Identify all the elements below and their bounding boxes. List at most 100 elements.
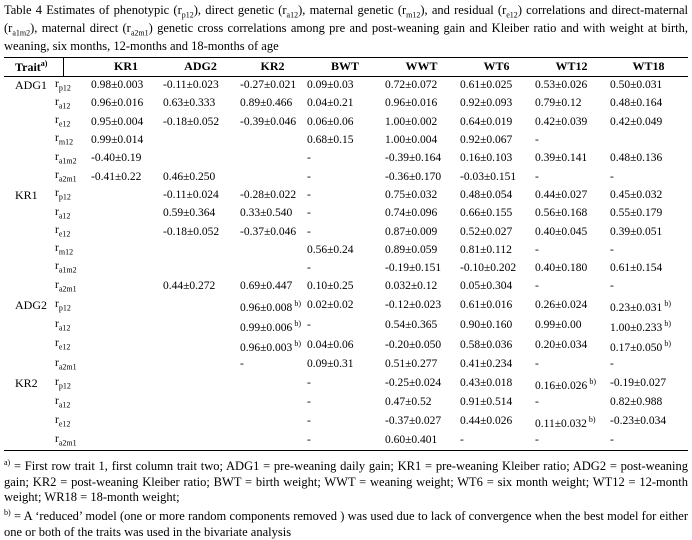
reduced-model-marker: b)	[588, 414, 596, 424]
estimate-cell	[162, 296, 239, 316]
table-row: ra12 0.96±0.016 0.63±0.333 0.89±0.466 0.04±0…	[4, 95, 688, 113]
estimate-cell: -0.18±0.052	[163, 115, 220, 128]
correlation-type-label: rp12	[55, 375, 71, 390]
estimate-cell: 0.87±0.009	[385, 225, 438, 238]
estimate-cell: -	[307, 396, 311, 409]
estimate-cell	[162, 356, 239, 374]
estimate-cell: 0.20±0.034	[535, 339, 588, 352]
table-row: ADG2 rp12 0.96±0.008 b) 0.02±0.02 -0.12±0.023…	[4, 296, 688, 316]
estimate-cell: -	[307, 434, 311, 447]
estimate-cell: 0.42±0.049	[610, 115, 663, 128]
estimate-cell: -0.39±0.046	[240, 115, 297, 128]
estimate-cell: -0.19±0.151	[385, 262, 442, 275]
estimate-cell: 0.61±0.025	[460, 79, 513, 92]
estimate-cell: 0.99±0.014	[91, 134, 144, 147]
estimate-cell: 0.44±0.027	[535, 188, 588, 201]
reduced-model-marker: b)	[294, 338, 301, 348]
estimate-cell	[239, 432, 306, 451]
trait-cell	[4, 336, 50, 356]
correlation-type-label: ra1m2	[55, 150, 77, 165]
estimate-cell: 0.46±0.250	[163, 170, 216, 183]
estimate-cell	[90, 296, 162, 316]
estimate-cell: 0.50±0.031	[610, 79, 663, 92]
table-row: ra1m2 - -0.19±0.151 -0.10±0.202 0.40±0.180 0.…	[4, 259, 688, 277]
estimate-cell: 0.51±0.277	[385, 358, 438, 371]
estimate-cell: 0.44±0.026	[460, 415, 513, 428]
estimate-cell	[90, 278, 162, 296]
table-row: re12 0.96±0.003 b) 0.04±0.06 -0.20±0.050 0.58…	[4, 336, 688, 356]
col-header-wwt: WWT	[384, 57, 459, 77]
estimate-cell: -	[535, 280, 539, 293]
estimate-cell	[162, 374, 239, 394]
estimate-cell: 0.09±0.31	[307, 358, 354, 371]
estimate-cell	[90, 432, 162, 451]
trait-cell	[4, 150, 50, 168]
estimate-cell	[90, 186, 162, 204]
col-header-kr2: KR2	[239, 57, 306, 77]
estimate-cell: -	[610, 243, 614, 256]
estimate-cell: 0.39±0.051	[610, 225, 663, 238]
estimate-cell: -	[535, 358, 539, 371]
correlation-type-label: rm12	[55, 242, 74, 257]
footnote: b) = A ‘reduced’ model (one or more rand…	[4, 508, 688, 539]
estimate-cell: 0.72±0.072	[385, 79, 438, 92]
reduced-model-marker: b)	[664, 338, 671, 348]
estimate-cell: 0.90±0.160	[460, 319, 513, 332]
estimate-cell: 0.05±0.304	[460, 280, 513, 293]
correlation-type-label: re12	[55, 223, 71, 239]
estimate-cell: 0.33±0.540	[240, 207, 293, 220]
estimate-cell: -	[610, 170, 614, 183]
estimate-cell	[90, 374, 162, 394]
correlation-type-label: re12	[55, 114, 71, 129]
estimate-cell	[609, 131, 688, 149]
estimate-cell: 0.91±0.514	[460, 396, 513, 409]
correlation-type-label: ra12	[55, 394, 71, 409]
estimate-cell: 0.53±0.026	[535, 79, 588, 92]
table-caption: Table 4 Estimates of phenotypic (rp12), …	[4, 3, 689, 53]
estimate-cell: 0.40±0.180	[535, 262, 588, 275]
estimate-cell: 0.16±0.103	[460, 152, 513, 165]
estimate-cell	[90, 356, 162, 374]
estimate-cell: 0.68±0.15	[307, 134, 354, 147]
estimate-cell	[239, 412, 306, 432]
correlation-type-label: ra2m1	[55, 278, 77, 294]
header-divider	[63, 57, 64, 76]
table-row: KR2 rp12 - -0.25±0.024 0.43±0.018 0.16±0.026 b…	[4, 374, 688, 394]
estimate-cell: 0.96±0.008 b)	[240, 299, 301, 314]
estimate-cell: 0.61±0.016	[460, 299, 513, 312]
trait-cell: ADG1	[15, 78, 47, 93]
trait-cell	[4, 223, 50, 241]
estimate-cell: 1.00±0.004	[385, 134, 438, 147]
correlation-type-label: ra12	[55, 205, 71, 220]
estimate-cell: 0.92±0.067	[460, 134, 513, 147]
estimate-cell: 0.75±0.032	[385, 188, 438, 201]
estimate-cell: 0.56±0.24	[307, 243, 354, 256]
correlation-type-label: ra2m1	[55, 168, 77, 184]
estimate-cell: 0.96±0.003 b)	[240, 338, 301, 354]
correlation-type-label: re12	[55, 337, 71, 352]
estimate-cell	[90, 259, 162, 277]
estimate-cell: 0.04±0.06	[307, 339, 354, 352]
estimate-cell: -0.11±0.024	[163, 188, 219, 201]
estimate-cell: -0.10±0.202	[460, 262, 517, 275]
table-row: ADG1 rp12 0.98±0.003 -0.11±0.023 -0.27±0.021…	[4, 76, 688, 95]
estimate-cell	[239, 150, 306, 168]
estimate-cell: 0.81±0.112	[460, 243, 512, 256]
col-header-wt12: WT12	[534, 57, 609, 77]
trait-cell	[4, 113, 50, 131]
table-row: KR1 rp12 -0.11±0.024 -0.28±0.022- 0.75±0.032…	[4, 186, 688, 204]
estimate-cell: 0.48±0.054	[460, 188, 513, 201]
correlation-type-label: rp12	[55, 77, 71, 92]
trait-cell	[4, 95, 50, 113]
estimate-cell	[239, 394, 306, 412]
estimate-cell	[239, 259, 306, 277]
estimate-cell: -0.25±0.024	[385, 377, 442, 390]
estimate-cell	[239, 168, 306, 186]
estimate-cell	[90, 394, 162, 412]
estimate-cell	[162, 150, 239, 168]
correlation-type-label: ra12	[55, 95, 71, 111]
estimate-cell: 0.52±0.027	[460, 225, 513, 238]
estimate-cell: 0.45±0.032	[610, 188, 663, 201]
estimate-cell: -	[307, 225, 311, 238]
estimate-cell: -0.37±0.027	[385, 415, 442, 428]
